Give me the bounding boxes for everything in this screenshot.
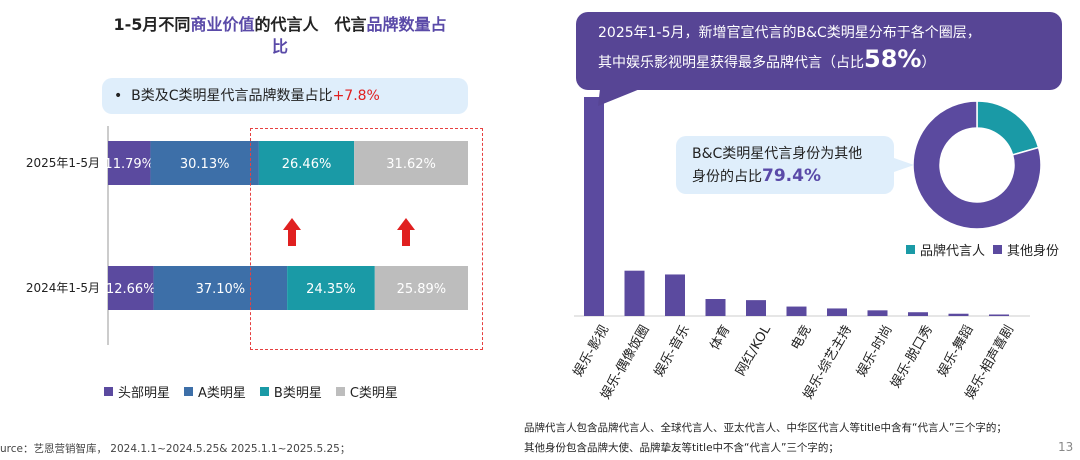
bar	[948, 313, 969, 316]
callout-value: 79.4%	[762, 166, 821, 186]
category-tick-label: 娱乐-舞蹈	[935, 323, 976, 380]
bar-segment	[374, 266, 468, 310]
title-highlight: 商业价值	[190, 15, 255, 34]
callout-line1: B&C类明星代言身份为其他	[692, 146, 863, 162]
donut-legend: 品牌代言人 其他身份	[906, 240, 1059, 259]
data-label: 26.46%	[282, 157, 332, 172]
legend-swatch	[259, 387, 269, 396]
legend-label: B类明星	[273, 386, 322, 401]
legend-label: 品牌代言人	[920, 244, 986, 259]
category-tick-label: 体育	[707, 322, 734, 353]
category-tick-label: 网红/KOL	[732, 322, 774, 379]
data-label: 25.89%	[397, 282, 447, 297]
bullet: •	[114, 88, 132, 104]
legend-item: A类明星	[184, 382, 246, 401]
bubble-line2: 其中娱乐影视明星获得最多品牌代言（占比	[598, 55, 864, 71]
legend-swatch	[184, 387, 194, 396]
bar-segment	[108, 141, 151, 185]
bubble-close: ）	[921, 55, 936, 71]
bar	[827, 308, 847, 316]
legend-item: C类明星	[335, 382, 398, 401]
bar	[989, 314, 1009, 316]
data-label: 24.35%	[306, 282, 356, 297]
bubble-pointer	[598, 89, 640, 106]
left-callout: • B类及C类明星代言品牌数量占比+7.8%	[102, 78, 468, 114]
bar	[705, 299, 726, 316]
bar	[908, 312, 928, 316]
legend-swatch	[335, 387, 345, 396]
donut-callout: B&C类明星代言身份为其他 身份的占比79.4%	[676, 136, 894, 194]
legend-swatch	[104, 387, 113, 396]
left-chart-title: 1-5月不同商业价值的代言人 代言品牌数量占 比	[90, 14, 470, 58]
data-label: 12.66%	[106, 282, 156, 297]
legend-swatch	[906, 245, 915, 254]
callout-value: +7.8%	[332, 88, 380, 104]
footnotes: 品牌代言人包含品牌代言人、全球代言人、亚太代言人、中华区代言人等title中含有…	[524, 418, 1007, 458]
bubble-value: 58%	[864, 45, 922, 73]
bar	[867, 310, 888, 316]
footnote-2: 其他身份包含品牌大使、品牌挚友等title中不含“代言人”三个字的；	[524, 442, 839, 454]
callout-text: B类及C类明星代言品牌数量占比	[131, 88, 333, 104]
page-number: 13	[1058, 440, 1074, 454]
category-tick-label: 电竞	[788, 322, 815, 353]
data-label: 30.13%	[180, 157, 230, 172]
donut-slice	[976, 100, 1040, 156]
bar	[665, 274, 685, 316]
title-highlight: 比	[271, 37, 288, 56]
bar-segment	[258, 141, 355, 185]
category-label: 2025年1-5月	[26, 156, 100, 170]
donut-slice	[912, 100, 1042, 230]
title-highlight: 品牌数量占	[366, 15, 447, 34]
callout-line2: 身份的占比	[692, 169, 762, 185]
bar-segment	[287, 266, 375, 310]
legend-item: B类明星	[259, 382, 322, 401]
bar-segment	[354, 141, 468, 185]
title-part: 的代言人 代言	[254, 15, 367, 34]
legend-label: 头部明星	[118, 386, 171, 401]
bar-segment	[108, 266, 154, 310]
legend-item: 品牌代言人	[906, 240, 985, 259]
category-label: 2024年1-5月	[26, 281, 100, 295]
legend-label: A类明星	[198, 386, 246, 401]
increase-arrow-icon	[283, 218, 301, 246]
bar-segment	[153, 266, 288, 310]
legend-label: C类明星	[349, 386, 398, 401]
stacked-legend: 头部明星 A类明星 B类明星 C类明星	[104, 382, 398, 401]
bar	[584, 97, 604, 316]
title-part: 1-5月不同	[113, 15, 191, 34]
legend-item: 头部明星	[104, 382, 170, 401]
stacked-bar-chart: 2025年1-5月 11.79% 30.13% 26.46% 31.62% 2024年1-…	[26, 126, 468, 345]
bubble-line1: 2025年1-5月，新增官宣代言的B&C类明星分布于各个圈层，	[598, 25, 981, 41]
category-tick-label: 娱乐-时尚	[854, 323, 895, 380]
increase-arrow-icon	[397, 218, 415, 246]
data-label: 31.62%	[386, 157, 436, 172]
legend-label: 其他身份	[1007, 244, 1060, 259]
bar	[624, 270, 645, 316]
highlight-dashed-box	[250, 128, 483, 350]
bar	[746, 300, 766, 316]
footnote-1: 品牌代言人包含品牌代言人、全球代言人、亚太代言人、中华区代言人等title中含有…	[524, 422, 1007, 434]
legend-swatch	[993, 245, 1003, 254]
bar-segment	[150, 141, 259, 185]
summary-bubble: 2025年1-5月，新增官宣代言的B&C类明星分布于各个圈层， 其中娱乐影视明星…	[576, 12, 1062, 90]
category-tick-label: 娱乐-音乐	[651, 322, 693, 379]
category-tick-label: 娱乐-脱口秀	[888, 323, 936, 391]
legend-item: 其他身份	[993, 240, 1059, 259]
data-label: 37.10%	[196, 282, 246, 297]
category-tick-label: 娱乐-影视	[571, 323, 612, 380]
source-note: urce：艺恩营销智库， 2024.1.1~2024.5.25& 2025.1.…	[0, 443, 351, 455]
callout-pointer	[894, 158, 914, 172]
bar	[786, 306, 807, 316]
data-label: 11.79%	[104, 157, 154, 172]
